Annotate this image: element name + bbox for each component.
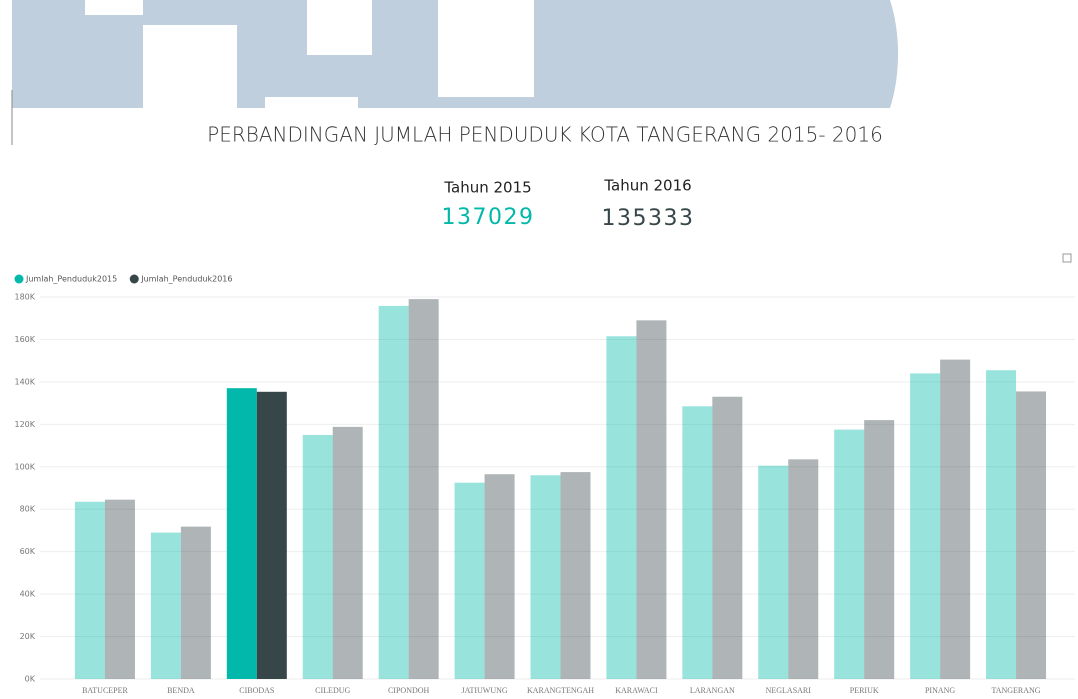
y-tick-label: 80K [20, 505, 36, 514]
banner-block [85, 0, 143, 15]
bar [864, 420, 895, 679]
bar [378, 305, 409, 679]
bar [910, 373, 941, 679]
x-tick-label: LARANGAN [690, 686, 735, 695]
x-tick-label: PINANG [925, 686, 955, 695]
banner-block [438, 0, 534, 97]
bar [986, 370, 1017, 679]
bar [758, 465, 789, 679]
y-tick-label: 180K [14, 293, 35, 302]
x-tick-label: NEGLASARI [766, 686, 812, 695]
x-tick-label: BATUCEPER [82, 686, 128, 695]
bar [332, 426, 363, 679]
x-tick-label: CIPONDOH [388, 686, 430, 695]
card-value: 137029 [442, 205, 535, 230]
y-tick-label: 160K [14, 335, 35, 344]
legend-swatch [129, 274, 139, 284]
bar [682, 406, 713, 679]
legend-swatch [14, 274, 24, 284]
bar [788, 459, 819, 679]
bar [560, 472, 591, 679]
x-tick-label: BENDA [167, 686, 195, 695]
y-tick-label: 20K [20, 632, 36, 641]
bar [606, 336, 637, 679]
legend-label: Jumlah_Penduduk2016 [140, 275, 232, 284]
card-label: Tahun 2015 [443, 179, 531, 197]
bar [226, 388, 257, 679]
bar [712, 396, 743, 679]
y-tick-label: 120K [14, 420, 35, 429]
legend-label: Jumlah_Penduduk2015 [25, 275, 117, 284]
bar [256, 391, 287, 679]
y-tick-label: 40K [20, 590, 36, 599]
card-label: Tahun 2016 [603, 177, 691, 195]
banner-block [265, 97, 358, 108]
bar [104, 499, 135, 679]
bar [834, 429, 865, 679]
y-tick-label: 140K [14, 377, 35, 386]
banner-block [143, 25, 237, 108]
bar [484, 474, 515, 679]
x-tick-label: CIBODAS [239, 686, 274, 695]
bar [940, 359, 971, 679]
bar [1016, 391, 1047, 679]
banner-block [307, 0, 372, 55]
x-tick-label: JATIUWUNG [461, 686, 507, 695]
x-tick-label: KARANGTENGAH [527, 686, 594, 695]
bar [180, 526, 211, 679]
focus-icon[interactable] [1062, 253, 1072, 263]
bar [530, 475, 561, 679]
y-tick-label: 60K [20, 547, 36, 556]
y-tick-label: 100K [14, 462, 35, 471]
x-tick-label: KARAWACI [615, 686, 658, 695]
card-value: 135333 [602, 206, 695, 231]
y-tick-label: 0K [25, 675, 36, 684]
bar [454, 482, 485, 679]
bar [302, 434, 333, 679]
bar [636, 320, 667, 679]
x-tick-label: CILEDUG [315, 686, 350, 695]
bar [150, 532, 181, 679]
banner [11, 0, 899, 145]
bar [74, 501, 105, 679]
x-tick-label: TANGERANG [991, 686, 1040, 695]
page-title: PERBANDINGAN JUMLAH PENDUDUK KOTA TANGER… [207, 123, 883, 147]
x-tick-label: PERIUK [850, 686, 879, 695]
bar [408, 299, 439, 679]
